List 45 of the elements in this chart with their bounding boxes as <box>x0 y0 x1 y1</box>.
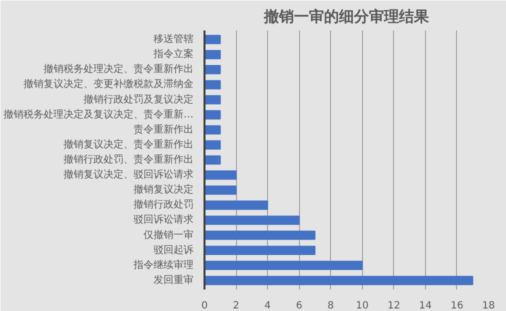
bar <box>204 185 237 195</box>
bar <box>204 80 221 90</box>
y-tick-label: 仅撤销一审 <box>144 228 194 241</box>
y-tick-label: 撤销复议决定 <box>134 184 194 196</box>
y-tick-label: 撤销行政处罚 <box>134 198 194 211</box>
bar <box>204 50 221 60</box>
y-tick-label: 驳回诉讼请求 <box>134 214 194 226</box>
x-tick-label: 12 <box>387 300 400 311</box>
x-tick-label: 18 <box>482 300 495 311</box>
y-tick-label: 责令重新作出 <box>134 123 194 136</box>
y-tick-label: 撤销复议决定、责令重新作出 <box>64 138 194 150</box>
chart-title: 撤销一审的细分审理结果 <box>263 8 430 26</box>
x-tick-label: 14 <box>419 300 432 311</box>
bar <box>204 95 221 104</box>
bar <box>204 230 316 240</box>
y-tick-label: 指令立案 <box>152 48 194 60</box>
bar <box>204 276 474 286</box>
x-tick-label: 2 <box>232 300 240 311</box>
bar <box>204 260 363 270</box>
y-tick-label: 撤销复议决定、变更补缴税款及滞纳金 <box>24 78 194 90</box>
y-tick-label: 移送管辖 <box>154 33 194 46</box>
y-tick-label: 指令继续审理 <box>132 258 194 271</box>
bar <box>204 170 237 180</box>
x-tick-label: 0 <box>201 300 208 311</box>
bar <box>204 34 221 44</box>
x-tick-label: 16 <box>450 300 464 311</box>
y-tick-label: 撤销税务处理决定、责令重新作出 <box>44 63 194 76</box>
x-tick-label: 8 <box>328 300 334 311</box>
y-tick-label: 撤销行政处罚、责令重新作出 <box>64 154 194 166</box>
y-tick-label: 驳回起诉 <box>154 244 194 256</box>
y-tick-label: 撤销行政处罚及复议决定 <box>84 93 194 106</box>
bar <box>204 65 221 74</box>
bar <box>204 200 268 210</box>
x-tick-label: 4 <box>264 300 271 311</box>
bar <box>204 155 221 165</box>
x-tick-label: 6 <box>296 300 302 311</box>
bar <box>204 110 221 120</box>
y-tick-label: 撤销复议决定、驳回诉讼请求 <box>64 168 194 181</box>
y-tick-label: 撤销税务处理决定及复议决定、责令重新… <box>4 108 194 120</box>
bar <box>204 246 316 255</box>
y-tick-label: 发回重审 <box>154 274 194 286</box>
x-tick-label: 10 <box>356 300 369 311</box>
bar <box>204 140 221 150</box>
bar <box>204 216 300 225</box>
bar <box>204 125 221 135</box>
